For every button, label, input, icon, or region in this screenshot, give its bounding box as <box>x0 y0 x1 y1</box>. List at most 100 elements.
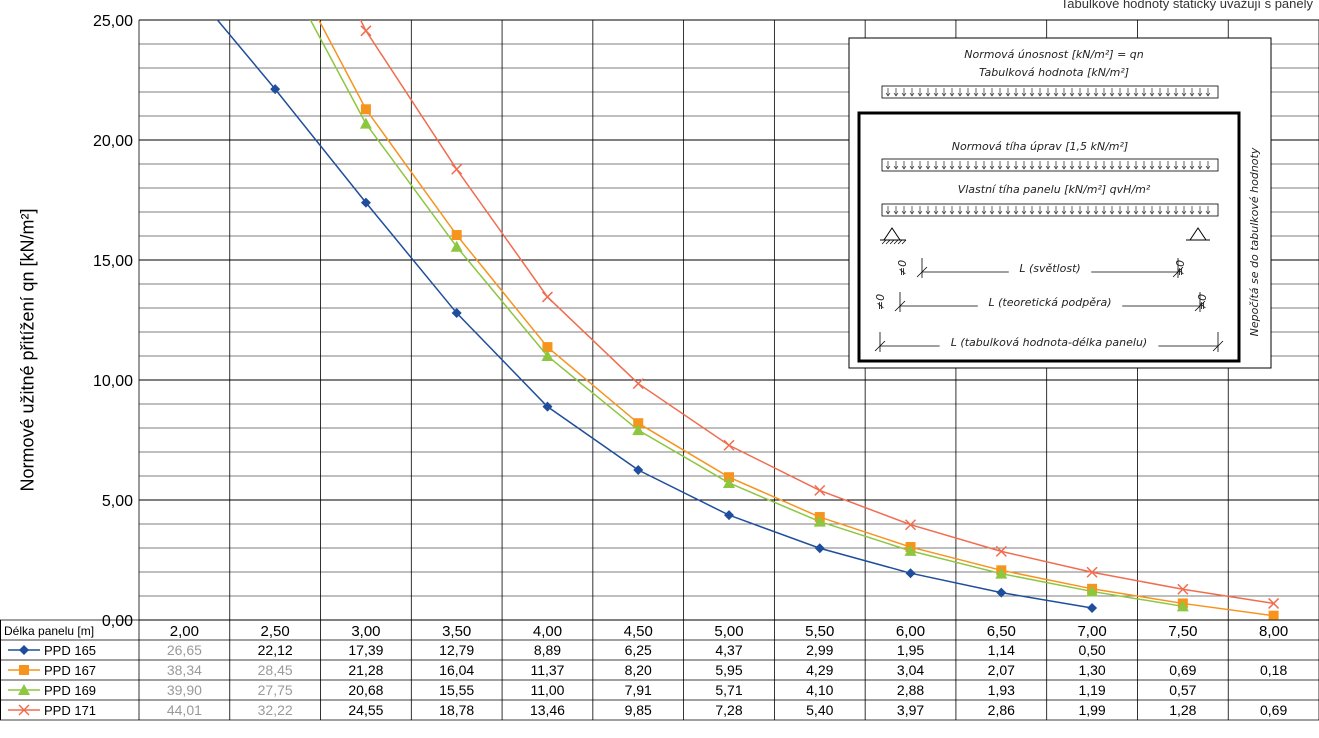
data-point <box>632 424 645 436</box>
x-tick-label: 6,50 <box>987 623 1016 640</box>
x-tick-label: 4,00 <box>533 623 562 640</box>
y-tick-label: 15,00 <box>93 253 133 270</box>
x-tick-label: 5,50 <box>805 623 834 640</box>
data-label: 4,10 <box>806 682 833 698</box>
data-point <box>633 418 644 429</box>
dim-mark-4: ≠0 <box>1196 294 1209 310</box>
span-label: L (teoretická podpěra) <box>988 296 1111 309</box>
data-label: 0,69 <box>1260 702 1287 718</box>
legend-entry: PPD 171 <box>8 703 96 718</box>
series-group <box>216 20 1280 620</box>
data-label: 28,45 <box>258 662 293 678</box>
load-bar-2 <box>881 158 1219 172</box>
data-label: 1,30 <box>1078 662 1105 678</box>
y-tick-label: 10,00 <box>93 373 133 390</box>
y-tick-label: 5,00 <box>102 493 133 510</box>
data-point <box>360 104 371 115</box>
data-point <box>1268 597 1280 609</box>
legend-label: PPD 171 <box>44 703 96 718</box>
data-point <box>451 308 462 319</box>
x-tick-label: 3,00 <box>351 623 380 640</box>
data-point <box>723 439 735 451</box>
data-label: 1,93 <box>988 682 1015 698</box>
data-point <box>541 291 553 303</box>
data-point <box>451 230 462 241</box>
annotation-load-4: Vlastní tíha panelu [kN/m²] qvH/m² <box>958 183 1151 196</box>
data-label: 5,95 <box>715 662 742 678</box>
data-point <box>1086 566 1098 578</box>
data-label: 15,55 <box>439 682 474 698</box>
data-label: 21,28 <box>348 662 383 678</box>
data-label: 0,57 <box>1169 682 1196 698</box>
series-line <box>309 20 1183 608</box>
data-label: 44,01 <box>167 702 202 718</box>
data-point <box>542 401 553 412</box>
data-point <box>996 587 1007 598</box>
data-label: 0,18 <box>1260 662 1287 678</box>
dim-mark-2: ≠0 <box>1174 260 1187 276</box>
span-panel: L (tabulková hodnota-délka panelu) <box>874 332 1224 352</box>
legend-entry: PPD 165 <box>8 643 96 658</box>
data-point <box>18 684 30 695</box>
data-point <box>995 567 1008 579</box>
data-point <box>723 476 735 488</box>
data-point <box>360 25 372 37</box>
span-label: L (světlost) <box>1019 262 1080 275</box>
dim-mark-1: ≠0 <box>896 260 909 276</box>
data-label: 1,95 <box>897 642 924 658</box>
series-ppd-171 <box>359 20 1280 609</box>
load-bar-1 <box>881 85 1219 99</box>
data-point <box>1086 585 1099 597</box>
data-label: 9,85 <box>625 702 652 718</box>
data-label: 4,37 <box>715 642 742 658</box>
x-tick-label: 2,00 <box>170 623 199 640</box>
annotation-load-2: Tabulková hodnota [kN/m²] <box>979 66 1129 79</box>
data-label: 5,71 <box>715 682 742 698</box>
data-label: 1,28 <box>1169 702 1196 718</box>
data-label: 3,04 <box>897 662 924 678</box>
legend-entry: PPD 167 <box>8 663 96 678</box>
data-label: 1,19 <box>1078 682 1105 698</box>
data-label: 22,12 <box>258 642 293 658</box>
data-label: 3,97 <box>897 702 924 718</box>
data-point <box>632 378 644 390</box>
x-tick-label: 2,50 <box>261 623 290 640</box>
data-label: 11,37 <box>530 662 564 678</box>
y-tick-labels: 0,00 5,00 10,00 15,00 20,00 25,00 <box>93 13 133 630</box>
data-point <box>450 240 463 252</box>
data-label: 12,79 <box>439 642 474 658</box>
data-point <box>541 350 554 361</box>
y-tick-label: 25,00 <box>93 13 133 30</box>
data-point <box>813 515 826 527</box>
data-point <box>1268 610 1279 620</box>
data-label: 24,55 <box>348 702 383 718</box>
series-ppd-169 <box>309 20 1189 612</box>
data-label: 16,04 <box>439 662 474 678</box>
data-point <box>1177 583 1189 595</box>
x-axis-title: Délka panelu [m] <box>4 624 94 638</box>
data-label: 8,20 <box>625 662 652 678</box>
data-point <box>270 84 281 95</box>
span-label: L (tabulková hodnota-délka panelu) <box>951 336 1147 349</box>
x-tick-label: 5,00 <box>714 623 743 640</box>
data-label: 2,88 <box>897 682 924 698</box>
data-label: 7,91 <box>625 682 652 698</box>
data-label: 0,50 <box>1078 642 1105 658</box>
data-label: 27,75 <box>258 682 293 698</box>
data-point <box>19 645 29 655</box>
legend-label: PPD 169 <box>44 683 96 698</box>
data-label: 2,07 <box>988 662 1015 678</box>
data-point <box>904 544 917 556</box>
span-theoretical: L (teoretická podpěra) <box>894 292 1206 312</box>
data-point <box>451 163 463 175</box>
data-label: 17,39 <box>348 642 383 658</box>
load-bar-3 <box>881 203 1219 217</box>
data-point <box>633 465 644 475</box>
data-point <box>905 568 916 579</box>
data-point <box>359 117 372 129</box>
data-label: 32,22 <box>258 702 293 718</box>
diagram-inner-frame <box>857 111 1241 363</box>
data-point <box>905 519 917 531</box>
